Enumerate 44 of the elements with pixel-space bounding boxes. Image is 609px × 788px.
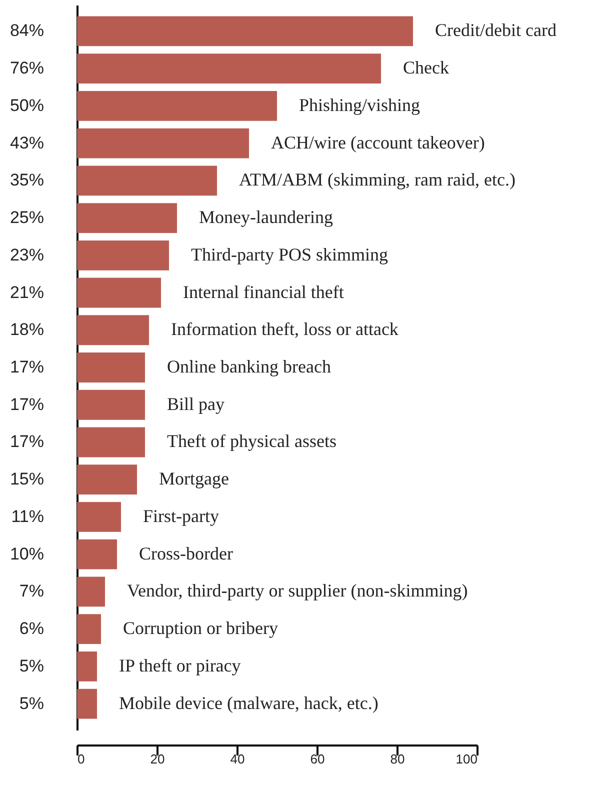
x-tick-label: 80: [390, 752, 405, 766]
data-label: 15%: [10, 470, 44, 489]
data-label: 25%: [10, 208, 44, 228]
y-tick-label: Third-party POS skimming: [191, 244, 388, 264]
data-label: 17%: [10, 394, 44, 414]
data-label: 17%: [10, 432, 44, 452]
x-tick-label: 20: [150, 752, 165, 766]
data-label: 17%: [10, 358, 44, 376]
y-tick-label: Mortgage: [159, 468, 229, 489]
y-tick-label: ACH/wire (account takeover): [271, 132, 485, 152]
y-tick-label: Vendor, third-party or supplier (non-skimming): [127, 580, 468, 601]
data-label: 76%: [10, 58, 44, 78]
data-label: 11%: [11, 506, 44, 526]
x-tick-label: 40: [230, 752, 245, 766]
y-tick-label: Mobile device (malware, hack, etc.): [119, 692, 378, 713]
y-tick-label: Cross-border: [139, 543, 233, 564]
y-tick-label: Internal financial theft: [183, 282, 344, 302]
y-tick-label: Corruption or bribery: [123, 618, 278, 638]
y-tick-label: Information theft, loss or attack: [171, 319, 398, 340]
data-label: 50%: [10, 96, 44, 115]
y-tick-label: IP theft or piracy: [119, 655, 241, 676]
data-label: 18%: [10, 320, 44, 340]
y-tick-label: Phishing/vishing: [299, 94, 420, 115]
data-label: 7%: [19, 582, 44, 601]
y-tick-label: Check: [403, 58, 449, 78]
x-tick-label: 60: [310, 752, 325, 766]
data-label: 43%: [10, 133, 44, 152]
data-label: 5%: [19, 694, 44, 713]
data-label: 6%: [19, 619, 44, 638]
y-tick-label: Theft of physical assets: [167, 431, 336, 452]
y-tick-label: ATM/ABM (skimming, ram raid, etc.): [239, 170, 516, 190]
x-tick-label: 0: [78, 752, 85, 766]
data-label: 84%: [10, 21, 44, 40]
data-label: 21%: [10, 282, 44, 302]
y-tick-label: Money-laundering: [199, 207, 333, 228]
data-label: 35%: [10, 170, 44, 190]
data-label: 10%: [10, 544, 44, 564]
y-tick-label: First-party: [143, 506, 219, 526]
y-tick-label: Bill pay: [167, 394, 224, 414]
y-tick-label: Online banking breach: [167, 356, 331, 376]
data-label: 23%: [10, 245, 44, 264]
data-label: 5%: [19, 656, 44, 676]
x-tick-label: 100: [456, 752, 478, 766]
y-tick-label: Credit/debit card: [435, 20, 556, 40]
